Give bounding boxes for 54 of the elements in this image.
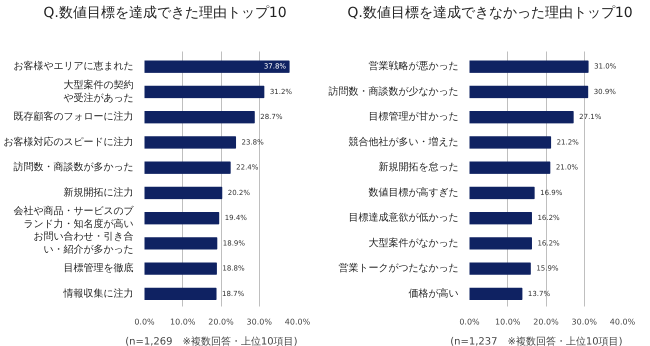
bar — [144, 212, 220, 224]
x-tick-label: 10.0% — [495, 318, 521, 326]
y-tick-label: 新規開拓に注力 — [64, 186, 134, 198]
bar — [470, 186, 535, 200]
y-tick-label: 営業戦略が悪かった — [368, 60, 458, 72]
bar — [144, 110, 255, 124]
bar — [144, 136, 236, 149]
bar — [144, 186, 222, 200]
y-tick-label: 新規開拓を怠った — [378, 161, 458, 174]
bar — [470, 60, 589, 73]
y-tick-label: 大型案件の契約や受注があった — [64, 78, 134, 104]
bar — [470, 110, 574, 124]
bar — [144, 288, 217, 300]
bar — [470, 288, 522, 300]
bar — [144, 86, 264, 98]
chart-title: Q.数値目標を達成できた理由トップ10 — [43, 5, 287, 22]
y-tick-label: 目標管理を徹底 — [64, 262, 134, 274]
y-tick-label: お客様対応のスピードに注力 — [4, 136, 134, 148]
bar — [144, 262, 217, 275]
bar — [470, 136, 552, 149]
text: (n=1,237 ※複数回答・上位10項目) — [450, 336, 623, 346]
y-tick-label: 営業トークがつたなかった — [338, 262, 458, 274]
text: (n=1,269 ※複数回答・上位10項目) — [125, 336, 298, 346]
bar — [470, 86, 588, 98]
y-tick-label: 訪問数・商談数が多かった — [14, 161, 134, 174]
y-tick-label: 会社や商品・サービスのブランド力・知名度が高い — [14, 205, 134, 230]
y-tick-label: 情報収集に注力 — [62, 287, 134, 300]
x-tick-label: 0.0% — [134, 318, 156, 326]
x-tick-label: 20.0% — [533, 318, 560, 326]
y-tick-label: 目標達成意欲が低かった — [348, 212, 458, 224]
y-tick-label: 訪問数・商談数が少なかった — [328, 85, 458, 98]
bar — [470, 262, 531, 275]
y-tick-label: 競合他社が多い・増えた — [348, 136, 458, 148]
bar — [144, 237, 218, 250]
y-tick-label: お問い合わせ・引き合い・紹介が多かった — [34, 230, 134, 256]
y-tick-label: 既存顧客のフォローに注力 — [14, 110, 134, 123]
x-tick-label: 30.0% — [572, 318, 598, 326]
bar — [144, 60, 290, 73]
x-tick-label: 40.0% — [284, 318, 311, 326]
bar — [470, 212, 532, 224]
y-tick-label: 大型案件がなかった — [368, 236, 458, 249]
x-tick-label: 10.0% — [170, 318, 196, 326]
y-tick-label: 目標管理が甘かった — [368, 110, 458, 123]
x-tick-label: 0.0% — [459, 318, 480, 326]
bar — [470, 237, 532, 250]
x-tick-label: 30.0% — [246, 318, 272, 326]
bar — [144, 161, 231, 174]
chart-title: Q.数値目標を達成できなかった理由トップ10 — [347, 5, 633, 22]
x-tick-label: 40.0% — [610, 318, 636, 326]
x-tick-label: 20.0% — [208, 318, 234, 326]
bar — [470, 161, 550, 174]
y-tick-label: 数値目標が高すぎた — [368, 186, 458, 198]
y-tick-label: お客様やエリアに恵まれた — [14, 60, 134, 72]
y-tick-label: 価格が高い — [408, 287, 458, 300]
